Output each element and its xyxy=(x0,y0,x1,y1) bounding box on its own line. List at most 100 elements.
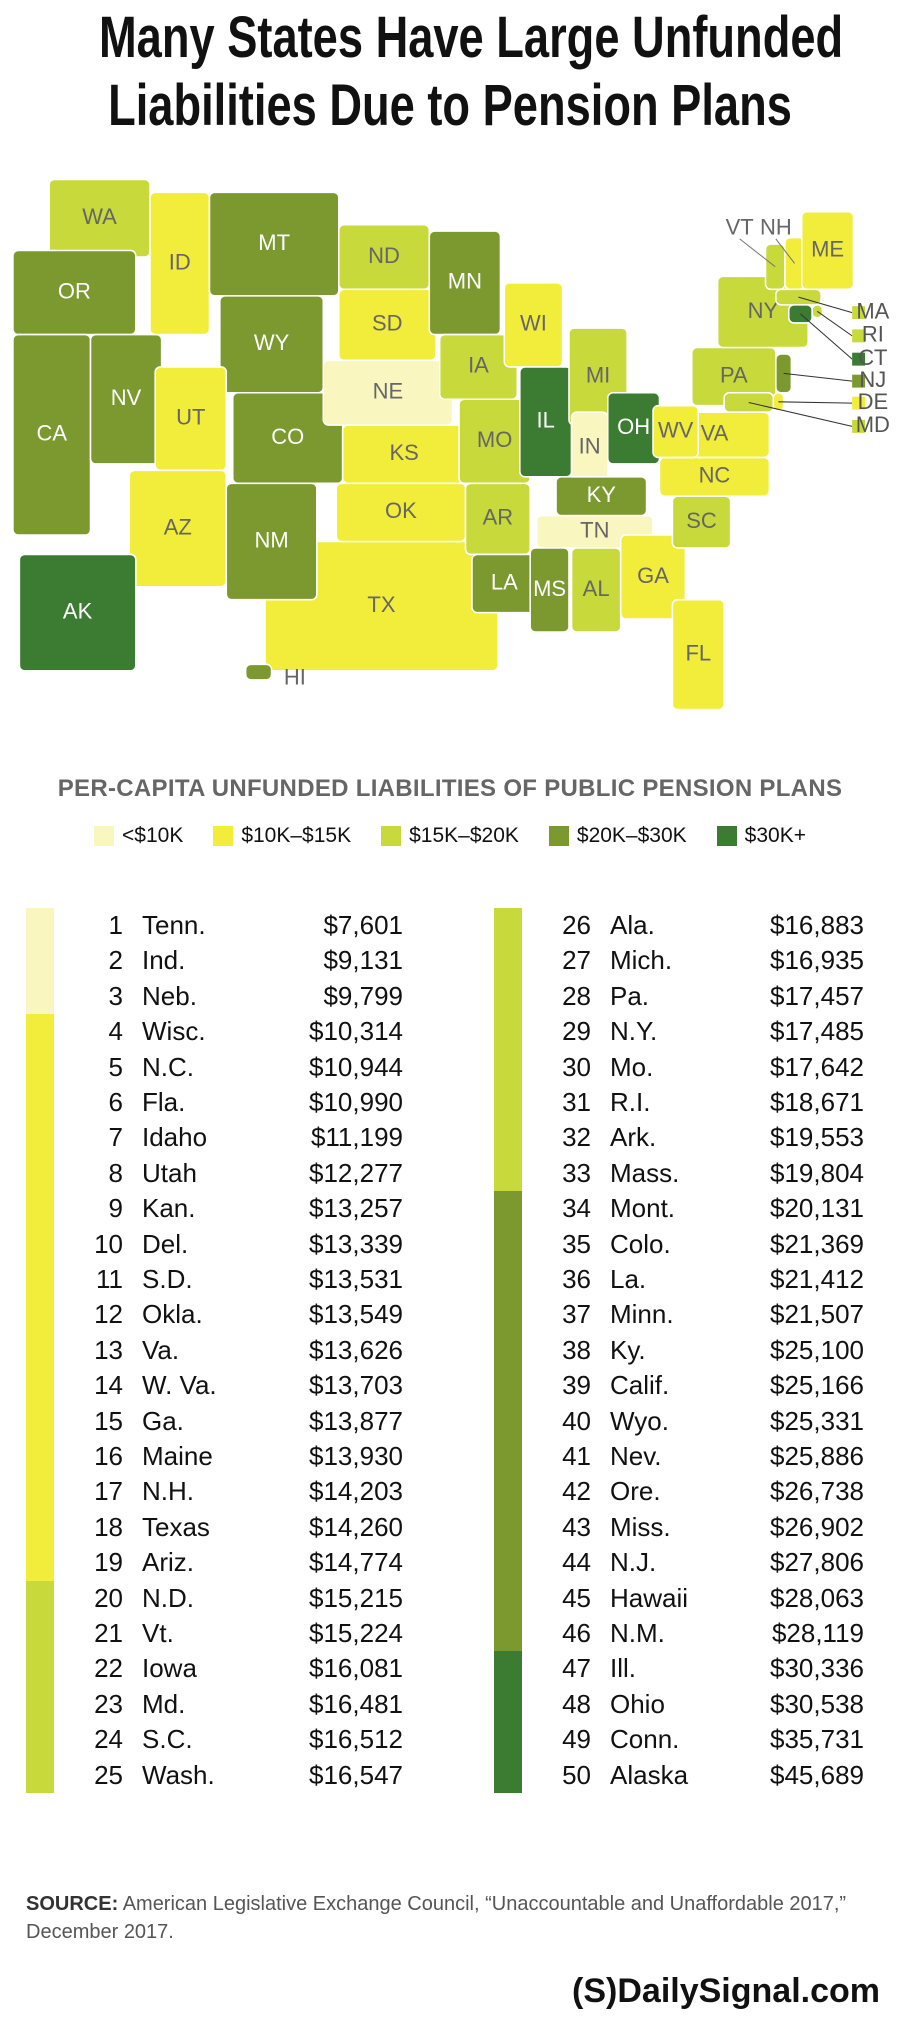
rank: 49 xyxy=(562,1724,591,1755)
logo-mark: (S) xyxy=(572,1972,618,2010)
tier-bar xyxy=(494,1509,522,1546)
rank: 50 xyxy=(562,1759,591,1790)
value: $13,339 xyxy=(309,1228,403,1259)
state-name: Wyo. xyxy=(610,1405,669,1436)
value: $10,990 xyxy=(309,1087,403,1117)
legend-title: PER-CAPITA UNFUNDED LIABILITIES OF PUBLI… xyxy=(57,775,843,802)
source: SOURCE: American Legislative Exchange Co… xyxy=(26,1890,866,1946)
value: $13,549 xyxy=(309,1299,403,1330)
value: $14,203 xyxy=(309,1476,403,1507)
legend-label: <$10K xyxy=(122,824,184,847)
state xyxy=(619,534,687,620)
value: $17,457 xyxy=(770,980,864,1011)
state-label: WI xyxy=(520,311,547,336)
state-label: RI xyxy=(862,322,884,347)
state-name: Wash. xyxy=(142,1759,215,1790)
state-label: NC xyxy=(699,463,731,488)
rank: 21 xyxy=(94,1618,123,1648)
state-label: MD xyxy=(856,412,890,437)
rank: 47 xyxy=(562,1653,591,1684)
state-label: OR xyxy=(58,278,91,303)
value: $11,199 xyxy=(310,1122,403,1153)
state-name: Ark. xyxy=(610,1122,657,1153)
rank: 10 xyxy=(94,1228,123,1259)
tier-bar xyxy=(26,1722,54,1758)
value: $13,531 xyxy=(309,1264,403,1294)
tier-bar xyxy=(494,1545,522,1581)
state xyxy=(775,288,822,306)
table-row: 29 N.Y. $17,485 xyxy=(494,1014,874,1050)
value: $28,063 xyxy=(770,1582,864,1613)
table-row: 11 S.D. $13,531 xyxy=(26,1262,406,1298)
table-row: 1 Tenn. $7,601 xyxy=(26,908,406,944)
state-label: VT xyxy=(726,214,754,239)
value: $25,166 xyxy=(770,1370,864,1401)
legend-item: $20K–$30K xyxy=(548,824,687,848)
tier-bar xyxy=(26,1757,54,1793)
table-row: 8 Utah $12,277 xyxy=(26,1155,406,1192)
table-row: 17 N.H. $14,203 xyxy=(26,1474,406,1510)
legend-label: $20K–$30K xyxy=(576,824,687,847)
state-label: AL xyxy=(583,576,610,601)
state-label: IN xyxy=(579,434,601,459)
state-name: Colo. xyxy=(610,1228,671,1259)
state-name: Ore. xyxy=(610,1476,661,1507)
value: $10,944 xyxy=(309,1051,403,1082)
tier-bar xyxy=(26,1085,54,1121)
rank: 14 xyxy=(94,1370,123,1401)
state-name: Miss. xyxy=(610,1511,671,1542)
table-row: 22 Iowa $16,081 xyxy=(26,1651,406,1687)
value: $30,336 xyxy=(770,1653,864,1684)
rank: 6 xyxy=(108,1087,123,1117)
state-label: WY xyxy=(254,330,290,355)
state-label: VA xyxy=(701,421,729,446)
rank: 41 xyxy=(562,1441,591,1471)
state-label: MT xyxy=(258,230,290,255)
state-name: N.J. xyxy=(610,1547,657,1578)
tier-bar xyxy=(494,908,522,944)
value: $21,507 xyxy=(770,1299,864,1330)
rank: 34 xyxy=(562,1193,591,1224)
state-name: Del. xyxy=(142,1228,189,1259)
table-row: 43 Miss. $26,902 xyxy=(494,1509,874,1546)
state-label: IL xyxy=(537,408,555,433)
table-row: 5 N.C. $10,944 xyxy=(26,1049,406,1085)
tier-bar xyxy=(494,1580,522,1616)
rank: 39 xyxy=(562,1370,591,1401)
state-label: NV xyxy=(111,385,142,410)
state-label: SC xyxy=(686,508,717,533)
tier-bar xyxy=(494,1297,522,1333)
state-label: TX xyxy=(367,592,395,617)
state-label: CO xyxy=(271,424,304,449)
state-name: Va. xyxy=(142,1334,180,1365)
rank: 2 xyxy=(108,945,123,976)
state-name: Ala. xyxy=(610,910,655,940)
state-name: Alaska xyxy=(610,1759,689,1790)
table-row: 36 La. $21,412 xyxy=(494,1262,874,1298)
table-row: 27 Mich. $16,935 xyxy=(494,943,874,979)
state-label: CA xyxy=(36,421,67,446)
table-row: 25 Wash. $16,547 xyxy=(26,1757,406,1793)
state xyxy=(529,547,570,633)
state-name: N.C. xyxy=(142,1051,194,1082)
state-name: N.M. xyxy=(610,1618,665,1648)
legend-label: $15K–$20K xyxy=(409,824,519,847)
state-name: Ill. xyxy=(610,1653,636,1684)
tier-bar xyxy=(494,1085,522,1121)
tier-bar xyxy=(494,1191,522,1227)
state-name: N.D. xyxy=(142,1582,194,1613)
table-row: 20 N.D. $15,215 xyxy=(26,1580,406,1616)
table-row: 7 Idaho $11,199 xyxy=(26,1120,406,1156)
state xyxy=(225,482,318,601)
value: $18,671 xyxy=(770,1087,864,1117)
state-label: MO xyxy=(477,427,512,452)
tier-bar xyxy=(26,1155,54,1192)
tier-bar xyxy=(494,1616,522,1652)
state-label: OK xyxy=(385,498,417,523)
value: $16,512 xyxy=(309,1724,403,1755)
value: $16,481 xyxy=(309,1688,403,1719)
state-name: Minn. xyxy=(610,1299,674,1330)
rank: 7 xyxy=(108,1122,123,1153)
value: $21,369 xyxy=(770,1228,864,1259)
